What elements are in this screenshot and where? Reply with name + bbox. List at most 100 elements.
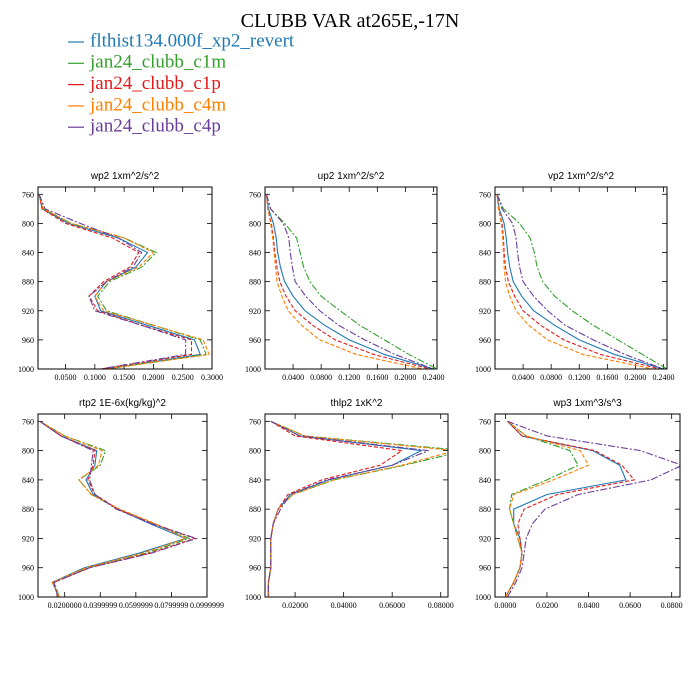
legend-label: jan24_clubb_c1m [89, 52, 226, 73]
x-tick-label: 0.1200 [568, 373, 590, 382]
y-tick-label: 960 [22, 564, 34, 573]
x-tick-label: 0.08000 [428, 601, 454, 610]
x-tick-label: 0.2000 [394, 373, 416, 382]
plot-area [39, 420, 199, 597]
y-tick-label: 1000 [475, 365, 491, 374]
y-tick-label: 760 [479, 417, 491, 426]
plot-frame [494, 413, 681, 598]
panel-title: wp2 1xm^2/s^2 [90, 171, 160, 182]
profile-line [38, 194, 187, 369]
panel-title: thlp2 1xK^2 [331, 398, 383, 409]
x-tick-label: 0.2500 [172, 373, 194, 382]
y-tick-label: 760 [479, 190, 491, 199]
plot-area [38, 194, 210, 369]
plot-frame [37, 186, 213, 370]
panel: thlp2 1xK^2 760 800 840 880 920 960 1000 0.02000… [245, 398, 454, 610]
profile-line [38, 194, 207, 369]
y-tick-label: 1000 [245, 365, 261, 374]
y-tick-label: 760 [22, 190, 34, 199]
profile-line [496, 194, 664, 369]
x-tick-label: 0.1600 [366, 373, 388, 382]
legend-label: jan24_clubb_c4m [89, 94, 226, 115]
panel: wp3 1xm^3/s^3 760 800 840 880 920 960 10000.000… [475, 398, 683, 610]
profile-line [506, 420, 680, 597]
legend-label: flthist134.000f_xp2_revert [90, 30, 295, 51]
y-tick-label: 760 [22, 417, 34, 426]
profile-line [39, 420, 199, 597]
x-tick-label: 0.2400 [652, 373, 674, 382]
y-tick-label: 800 [249, 447, 261, 456]
panel-title: vp2 1xm^2/s^2 [548, 171, 615, 182]
plot-area [267, 420, 448, 597]
x-tick-label: 0.0200000 [48, 601, 82, 610]
x-tick-label: 0.2400 [422, 373, 444, 382]
x-tick-label: 0.0799999 [154, 601, 188, 610]
figure-title: CLUBB VAR at265E,-17N [241, 10, 460, 32]
y-tick-label: 960 [479, 564, 491, 573]
profile-line [267, 420, 404, 597]
y-tick-label: 760 [249, 417, 261, 426]
x-tick-label: 0.0400 [512, 373, 534, 382]
profile-line [504, 420, 579, 597]
y-tick-label: 920 [479, 534, 491, 543]
panel: vp2 1xm^2/s^2 760 800 840 880 920 960 1000 0.040… [475, 171, 674, 382]
panel-title: rtp2 1E-6x(kg/kg)^2 [79, 398, 166, 409]
x-tick-label: 0.1000 [84, 373, 106, 382]
profile-line [39, 420, 188, 597]
profile-line [504, 420, 590, 597]
y-tick-label: 960 [249, 564, 261, 573]
y-tick-label: 920 [22, 307, 34, 316]
legend-label: jan24_clubb_c1p [89, 73, 221, 94]
profile-line [496, 194, 667, 369]
y-tick-label: 840 [249, 249, 261, 258]
y-tick-label: 1000 [18, 365, 34, 374]
x-tick-label: 0.0000 [494, 601, 516, 610]
y-tick-label: 1000 [18, 593, 34, 602]
panel-title: wp3 1xm^3/s^3 [552, 398, 622, 409]
plot-frame [37, 413, 208, 598]
y-tick-label: 840 [249, 476, 261, 485]
y-tick-label: 920 [249, 534, 261, 543]
plot-area [496, 194, 667, 369]
y-tick-label: 760 [249, 190, 261, 199]
y-tick-label: 800 [249, 219, 261, 228]
profile-line [265, 194, 434, 369]
y-tick-label: 920 [249, 307, 261, 316]
profile-line [265, 194, 424, 369]
y-tick-label: 880 [22, 278, 34, 287]
x-tick-label: 0.1600 [596, 373, 618, 382]
y-tick-label: 840 [479, 476, 491, 485]
plot-frame [264, 186, 438, 370]
y-tick-label: 880 [479, 505, 491, 514]
profile-line [265, 194, 431, 369]
y-tick-label: 960 [479, 336, 491, 345]
y-tick-label: 800 [479, 219, 491, 228]
plot-area [265, 194, 437, 369]
profile-line [504, 420, 627, 597]
x-tick-label: 0.2000 [624, 373, 646, 382]
panel: wp2 1xm^2/s^2 760 800 840 880 920 960 1000 0.050… [18, 171, 223, 382]
y-tick-label: 920 [479, 307, 491, 316]
panel: rtp2 1E-6x(kg/kg)^2 760 800 840 880 920 960 100… [18, 398, 224, 610]
profile-line [265, 194, 437, 369]
x-tick-label: 0.0599999 [119, 601, 153, 610]
profile-line [267, 420, 448, 597]
x-tick-label: 0.04000 [331, 601, 357, 610]
y-tick-label: 880 [249, 505, 261, 514]
x-tick-label: 0.0400 [282, 373, 304, 382]
y-tick-label: 840 [22, 476, 34, 485]
y-tick-label: 1000 [475, 593, 491, 602]
x-tick-label: 0.0800 [310, 373, 332, 382]
x-tick-label: 0.1200 [338, 373, 360, 382]
x-tick-label: 0.02000 [282, 601, 308, 610]
x-tick-label: 0.0800 [540, 373, 562, 382]
x-tick-label: 0.0400 [578, 601, 600, 610]
x-tick-label: 0.1500 [113, 373, 135, 382]
plot-area [504, 420, 680, 597]
x-tick-label: 0.3000 [201, 373, 223, 382]
profile-line [496, 194, 654, 369]
profile-line [267, 420, 429, 597]
y-tick-label: 880 [22, 505, 34, 514]
y-tick-label: 960 [249, 336, 261, 345]
